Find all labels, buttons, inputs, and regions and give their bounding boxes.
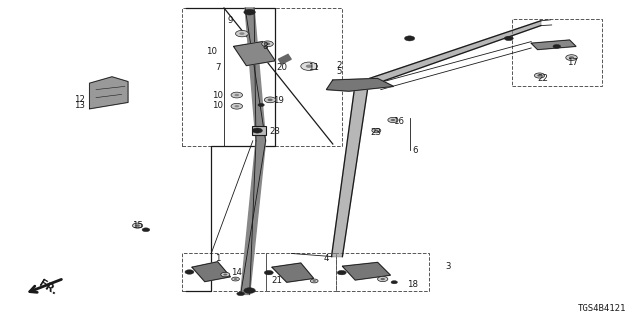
Circle shape [231, 92, 243, 98]
Text: 10: 10 [205, 47, 217, 56]
Circle shape [234, 94, 239, 96]
Circle shape [390, 119, 396, 121]
Circle shape [566, 55, 577, 60]
Text: 10: 10 [212, 92, 223, 100]
Circle shape [237, 292, 244, 296]
Circle shape [185, 270, 194, 274]
Text: 16: 16 [392, 117, 404, 126]
Bar [336, 253, 429, 291]
Polygon shape [531, 40, 576, 50]
Circle shape [553, 44, 561, 48]
Text: 23: 23 [370, 128, 381, 137]
Circle shape [569, 56, 574, 59]
Circle shape [223, 274, 227, 276]
Bar [182, 8, 342, 146]
Text: 7: 7 [215, 63, 220, 72]
Polygon shape [278, 54, 291, 64]
Circle shape [265, 43, 270, 45]
Polygon shape [241, 141, 266, 294]
Text: 9: 9 [228, 16, 233, 25]
Circle shape [221, 272, 230, 277]
Bar [252, 126, 266, 135]
Text: FR.: FR. [37, 278, 59, 297]
Circle shape [262, 41, 273, 47]
Polygon shape [272, 263, 314, 282]
Text: 10: 10 [212, 101, 223, 110]
Text: 20: 20 [276, 63, 287, 72]
Circle shape [252, 128, 262, 133]
Circle shape [234, 105, 239, 108]
Circle shape [258, 103, 264, 107]
Bar [266, 253, 336, 291]
Circle shape [264, 270, 273, 275]
Circle shape [388, 117, 398, 123]
Circle shape [232, 277, 239, 281]
Text: 17: 17 [567, 58, 579, 67]
Circle shape [372, 128, 381, 133]
Bar [512, 19, 602, 86]
Polygon shape [332, 21, 541, 257]
Circle shape [378, 276, 388, 282]
Circle shape [537, 74, 542, 77]
Text: 5: 5 [337, 68, 342, 76]
Text: 4: 4 [324, 254, 329, 263]
Circle shape [374, 130, 378, 132]
Text: 6: 6 [412, 146, 417, 155]
Circle shape [244, 9, 255, 15]
Circle shape [301, 62, 317, 70]
Text: 8: 8 [263, 42, 268, 51]
Text: TGS4B4121: TGS4B4121 [577, 304, 626, 313]
Text: 19: 19 [273, 96, 284, 105]
Polygon shape [192, 262, 230, 282]
Text: 18: 18 [407, 280, 419, 289]
Circle shape [310, 279, 318, 283]
Text: 22: 22 [537, 74, 548, 83]
Text: 13: 13 [74, 101, 86, 110]
Circle shape [337, 270, 346, 275]
Polygon shape [245, 8, 266, 141]
Circle shape [239, 32, 244, 35]
Circle shape [244, 288, 255, 293]
Text: 14: 14 [231, 268, 243, 277]
Circle shape [236, 30, 248, 37]
Circle shape [380, 278, 385, 280]
Text: 3: 3 [445, 262, 451, 271]
Polygon shape [234, 42, 275, 66]
Text: 1: 1 [215, 254, 220, 263]
Circle shape [231, 103, 243, 109]
Polygon shape [326, 78, 394, 91]
Circle shape [132, 223, 143, 228]
Circle shape [391, 281, 397, 284]
Text: 2: 2 [337, 61, 342, 70]
Circle shape [312, 280, 316, 282]
Circle shape [504, 36, 513, 41]
Text: 12: 12 [74, 95, 86, 104]
Circle shape [404, 36, 415, 41]
Text: 11: 11 [308, 63, 319, 72]
Text: 21: 21 [271, 276, 282, 285]
Circle shape [264, 97, 276, 103]
Text: 23: 23 [269, 127, 281, 136]
Circle shape [234, 278, 237, 280]
Circle shape [306, 65, 312, 68]
Circle shape [135, 224, 140, 227]
Circle shape [142, 228, 150, 232]
Circle shape [268, 99, 273, 101]
Circle shape [534, 73, 545, 78]
Polygon shape [90, 77, 128, 109]
Polygon shape [342, 262, 390, 280]
Text: 15: 15 [132, 221, 143, 230]
Bar [182, 253, 266, 291]
